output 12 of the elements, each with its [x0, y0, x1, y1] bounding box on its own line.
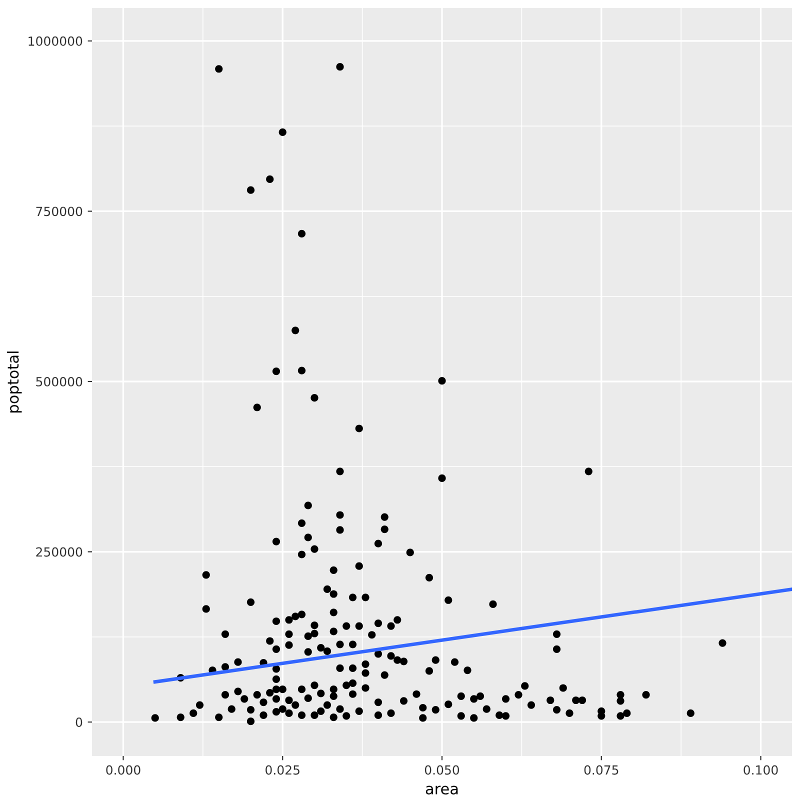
- x-tick-label: 0.050: [424, 765, 460, 775]
- y-tick-label: 500000: [36, 376, 82, 386]
- y-tick-label: 1000000: [28, 36, 82, 46]
- y-axis-title: poptotal: [6, 352, 22, 412]
- y-tick-label: 0: [76, 718, 82, 727]
- x-tick-label: 0.075: [584, 765, 618, 775]
- y-tick-label: 750000: [36, 206, 82, 216]
- x-tick-label: 0.025: [266, 765, 300, 775]
- x-axis-title: area: [426, 786, 458, 795]
- x-tick-label: 0.000: [106, 765, 140, 775]
- x-tick-label: 0.100: [744, 765, 778, 775]
- y-tick-label: 250000: [36, 547, 82, 557]
